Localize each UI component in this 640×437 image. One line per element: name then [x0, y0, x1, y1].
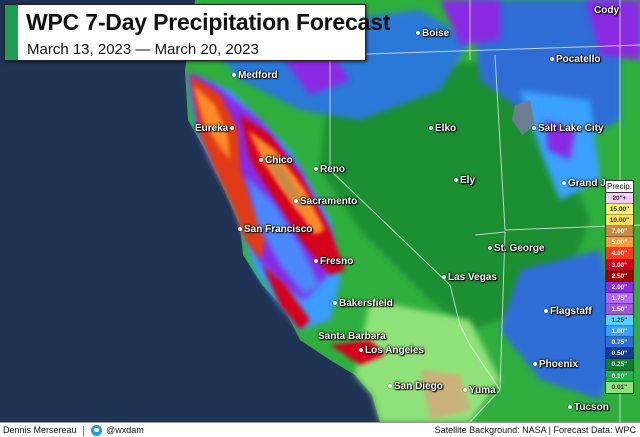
city-marker — [333, 301, 337, 306]
legend-item: 5.00" — [606, 237, 633, 249]
city-marker — [533, 362, 537, 367]
city-marker — [463, 388, 467, 393]
title-accent-bar — [5, 5, 18, 60]
city-label: Eureka — [195, 123, 236, 134]
city-marker — [238, 227, 242, 232]
city-label: Sacramento — [292, 196, 357, 207]
legend-item: 15.00" — [606, 204, 633, 216]
legend-item: 0.75" — [606, 337, 633, 349]
title-box: WPC 7-Day Precipitation Forecast March 1… — [4, 4, 390, 61]
city-marker — [454, 178, 458, 183]
city-marker — [359, 348, 363, 353]
credit: Dennis Mersereau @wxdam — [3, 425, 144, 437]
desert-tan — [420, 370, 470, 420]
city-label: Medford — [230, 70, 277, 81]
oregon-purple — [280, 50, 350, 95]
city-marker — [294, 199, 298, 204]
great-salt-lake — [512, 100, 535, 135]
city-label: Elko — [427, 123, 456, 134]
city-marker — [232, 73, 236, 78]
legend-item: 1.75" — [606, 292, 633, 304]
legend-item: 10.00" — [606, 215, 633, 227]
city-marker — [314, 167, 318, 172]
city-marker — [488, 246, 492, 251]
legend-item: 7.00" — [606, 226, 633, 238]
city-label: Pocatello — [548, 54, 600, 65]
central-valley — [245, 175, 320, 295]
ca-coast-orange — [193, 85, 230, 160]
city-label: Reno — [312, 164, 345, 175]
twitter-icon — [90, 425, 102, 437]
city-label: Grand Ju — [560, 178, 612, 189]
legend-title: Precip. — [606, 182, 633, 193]
city-label: St. George — [486, 243, 545, 254]
legend-item: 0.50" — [606, 348, 633, 360]
city-label: Phoenix — [531, 359, 578, 370]
city-marker — [416, 31, 420, 36]
city-label: Salt Lake City — [530, 123, 604, 134]
city-marker — [230, 126, 235, 131]
city-marker — [388, 384, 392, 389]
city-marker — [550, 57, 554, 62]
city-label: Tucson — [566, 402, 609, 413]
city-marker — [429, 126, 433, 131]
precip-legend: Precip. 20"+ 15.00" 10.00" 7.00" 5.00" 4.00" 3… — [605, 180, 634, 394]
legend-item: 1.25" — [606, 315, 633, 327]
socal-red — [330, 340, 385, 365]
legend-item: 2.50" — [606, 270, 633, 282]
city-marker — [562, 181, 566, 186]
city-label: San Francisco — [236, 224, 312, 235]
city-marker — [544, 309, 548, 314]
footer: Dennis Mersereau @wxdam Satellite Backgr… — [0, 422, 640, 437]
legend-item: 1.50" — [606, 303, 633, 316]
legend-item: 20"+ — [606, 193, 633, 205]
divider — [83, 425, 85, 436]
city-label: Chico — [257, 155, 293, 166]
city-label: Flagstaff — [542, 306, 592, 317]
city-label: Boise — [414, 28, 449, 39]
sierra-tan — [262, 150, 305, 210]
date-range: March 13, 2023 — March 20, 2023 — [27, 41, 259, 58]
city-label: Cody — [594, 5, 619, 16]
city-label: Las Vegas — [440, 272, 497, 283]
legend-item: 4.00" — [606, 248, 633, 260]
city-label: Bakersfield — [331, 298, 393, 309]
central-coast-red — [262, 265, 310, 330]
legend-item: 0.10" — [606, 370, 633, 382]
city-label: Santa Barbara — [318, 331, 386, 342]
city-marker — [568, 405, 572, 410]
city-marker — [314, 259, 318, 264]
utah-purple — [545, 120, 575, 160]
city-label: San Diego — [386, 381, 443, 392]
twitter-handle[interactable]: @wxdam — [106, 425, 144, 435]
city-marker — [532, 126, 536, 131]
city-marker — [259, 158, 263, 163]
legend-items: 20"+ 15.00" 10.00" 7.00" 5.00" 4.00" 3.00" 2.50… — [606, 193, 633, 393]
arizona-blue — [500, 250, 620, 400]
source-credit: Satellite Background: NASA | Forecast Da… — [434, 425, 636, 435]
city-label: Fresno — [312, 256, 353, 267]
city-label: Los Angeles — [357, 345, 424, 356]
legend-item: 0.01" — [606, 381, 633, 393]
legend-item: 0.25" — [606, 359, 633, 371]
legend-item: 2.00" — [606, 281, 633, 293]
city-marker — [442, 275, 446, 280]
author-name: Dennis Mersereau — [3, 425, 77, 435]
legend-item: 1.00" — [606, 326, 633, 338]
city-label: Yuma — [461, 385, 496, 396]
city-label: Ely — [452, 175, 475, 186]
legend-item: 3.00" — [606, 259, 633, 271]
map-title: WPC 7-Day Precipitation Forecast — [26, 9, 391, 35]
